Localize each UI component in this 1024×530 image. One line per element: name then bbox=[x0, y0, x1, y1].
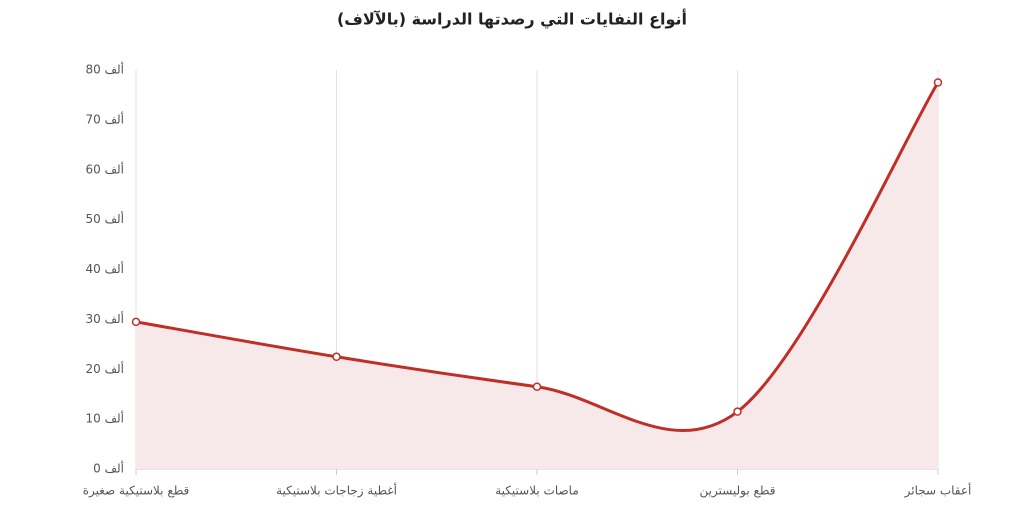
point bbox=[532, 382, 542, 391]
y-tick-label: 70 ألف bbox=[85, 111, 124, 126]
x-tick-label: أعقاب سجائر bbox=[904, 483, 972, 499]
line bbox=[135, 81, 940, 432]
y-tick-label: 40 ألف bbox=[85, 261, 124, 276]
point bbox=[733, 407, 742, 416]
y-tick-label: 0 ألف bbox=[93, 461, 124, 476]
point bbox=[933, 78, 943, 87]
y-tick-label: 60 ألف bbox=[85, 161, 124, 176]
x-tick-label: ماصات بلاستيكية bbox=[495, 484, 579, 498]
x-tick-label: أغطية زجاجات بلاستيكية bbox=[276, 483, 397, 499]
x-tick-label: قطع بوليسترين bbox=[699, 484, 775, 499]
y-tick-label: 50 ألف bbox=[85, 211, 124, 226]
y-tick-label: 20 ألف bbox=[85, 361, 124, 376]
y-tick-label: 10 ألف bbox=[85, 411, 124, 426]
chart-title: أنواع النفايات التي رصدتها الدراسة (بالآ… bbox=[337, 9, 687, 30]
x-tick-label: قطع بلاستيكية صغيرة bbox=[83, 484, 190, 499]
point bbox=[332, 352, 341, 362]
point bbox=[131, 317, 141, 327]
y-tick-label: 80 ألف bbox=[85, 62, 124, 77]
y-tick-label: 30 ألف bbox=[85, 311, 124, 326]
area bbox=[136, 82, 938, 469]
